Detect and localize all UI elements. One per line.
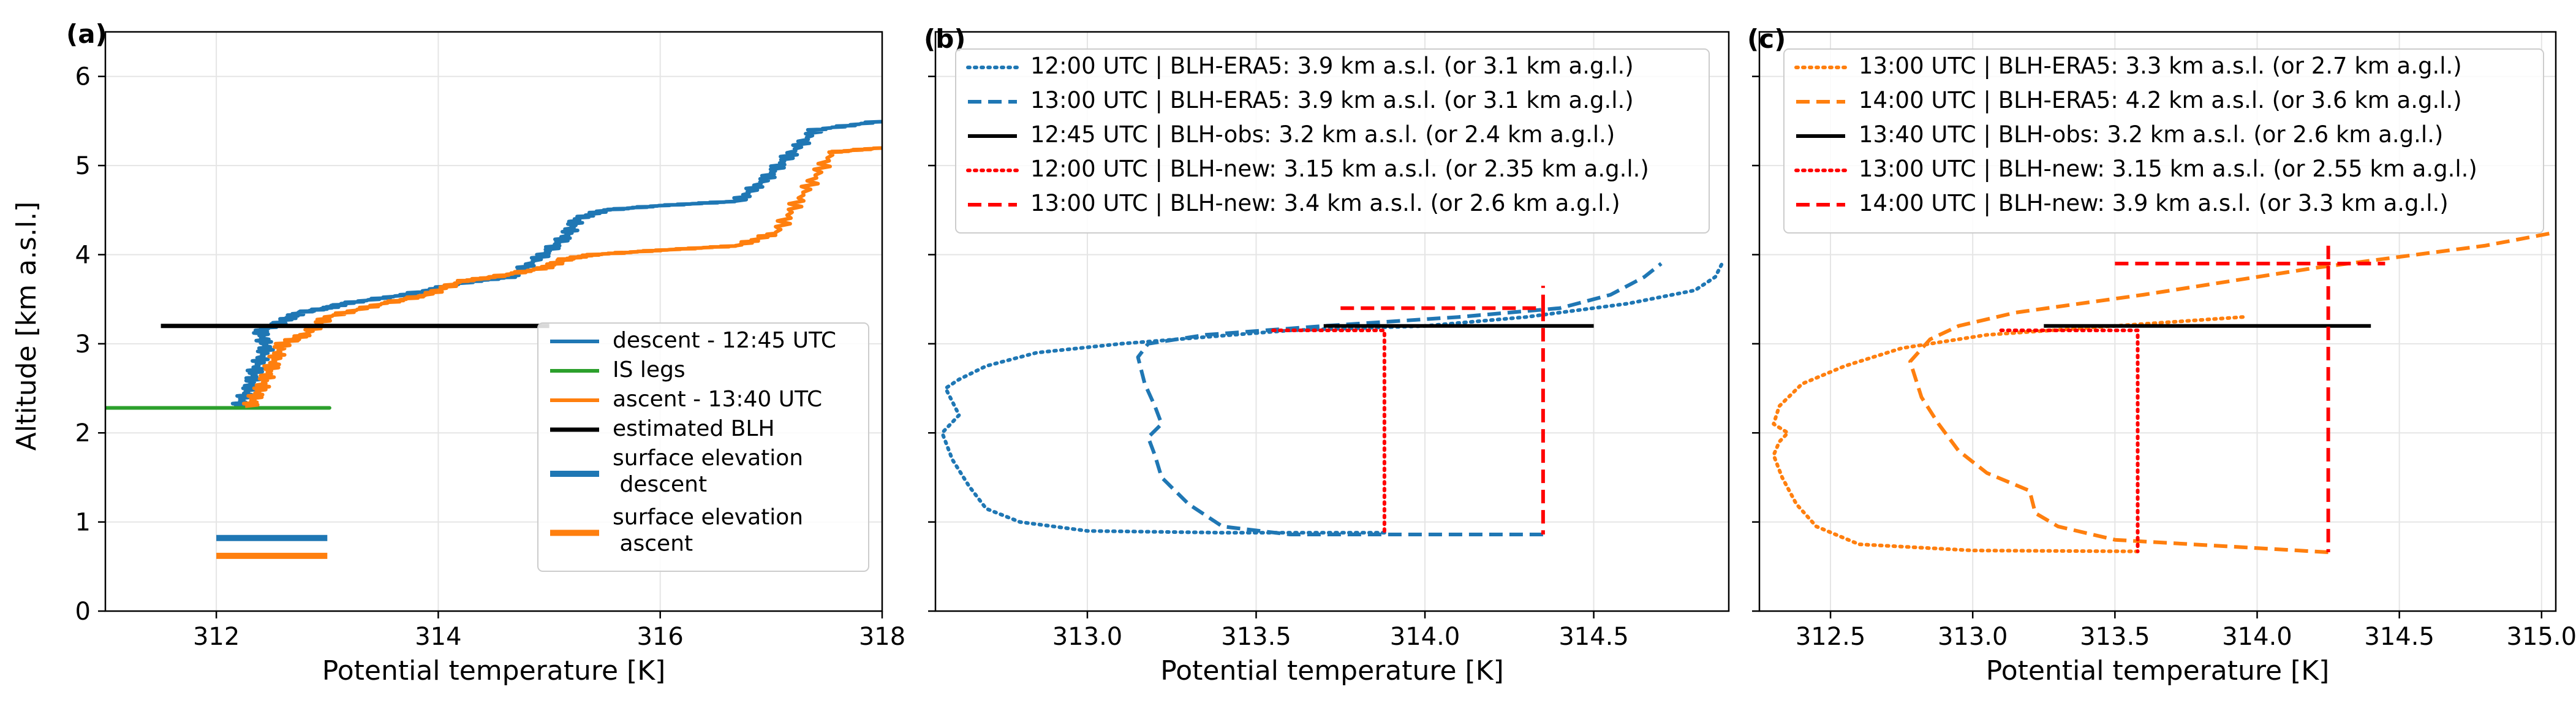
series-line-4	[1271, 329, 1386, 535]
legend: 13:00 UTC | BLH-ERA5: 3.3 km a.s.l. (or …	[1783, 48, 2544, 234]
x-tick-label: 312	[193, 623, 240, 651]
panel-label: (a)	[66, 19, 107, 49]
legend-entry: 12:00 UTC | BLH-ERA5: 3.9 km a.s.l. (or …	[1030, 53, 1634, 79]
legend-entry: 13:00 UTC | BLH-new: 3.15 km a.s.l. (or …	[1859, 156, 2477, 182]
legend-entry: 14:00 UTC | BLH-new: 3.9 km a.s.l. (or 3…	[1859, 190, 2449, 216]
legend-entry: surface elevation descent	[613, 446, 803, 497]
series-line-1	[1772, 315, 2245, 553]
x-tick-label: 312.5	[1796, 623, 1866, 651]
legend-entry: surface elevation ascent	[613, 504, 803, 556]
x-axis-label: Potential temperature [K]	[1986, 655, 2329, 686]
series-line-2	[1136, 262, 1663, 536]
x-tick-label: 314.5	[2364, 623, 2434, 651]
series-group	[1772, 230, 2556, 554]
x-tick-label: 316	[637, 623, 684, 651]
legend-entry: 14:00 UTC | BLH-ERA5: 4.2 km a.s.l. (or …	[1859, 87, 2462, 113]
legend-entry: descent - 12:45 UTC	[613, 328, 836, 353]
legend-entry: ascent - 13:40 UTC	[613, 387, 822, 412]
x-tick-label: 313.0	[1052, 623, 1123, 651]
legend-entry: 12:45 UTC | BLH-obs: 3.2 km a.s.l. (or 2…	[1030, 121, 1615, 148]
plot-frame	[104, 31, 883, 612]
series-group	[105, 120, 882, 559]
legend-entry: IS legs	[613, 357, 686, 382]
series-line-1	[230, 120, 882, 408]
x-tick-label: 313.5	[1221, 623, 1291, 651]
legend-entry: 13:00 UTC | BLH-new: 3.4 km a.s.l. (or 2…	[1030, 190, 1620, 216]
plot-frame	[1758, 31, 2557, 612]
x-axis-label: Potential temperature [K]	[322, 655, 665, 686]
panel-3: 312.5 313.0 313.5 314.0 314.5 315.0 Potential …	[1747, 24, 2576, 686]
legend-box	[955, 48, 1710, 234]
series-line-2	[1908, 230, 2556, 554]
x-tick-label: 314.0	[1390, 623, 1460, 651]
x-axis-label: Potential temperature [K]	[1160, 655, 1503, 686]
series-line-4	[1999, 329, 2140, 553]
y-tick-label: 1	[75, 509, 91, 537]
y-tick-label: 2	[75, 419, 91, 447]
y-tick-label: 5	[75, 152, 91, 180]
x-tick-label: 313.5	[2080, 623, 2150, 651]
legend-entry: estimated BLH	[613, 416, 775, 441]
legend: descent - 12:45 UTC IS legs ascent - 13:40…	[537, 322, 869, 572]
panel-2: 313.0 313.5 314.0 314.5 Potential temperatur…	[924, 24, 1730, 686]
plot-frame	[934, 31, 1730, 612]
legend-box	[1783, 48, 2544, 234]
x-tick-label: 314	[415, 623, 461, 651]
y-tick-label: 6	[75, 63, 91, 91]
legend-entry: 13:00 UTC | BLH-ERA5: 3.9 km a.s.l. (or …	[1030, 87, 1634, 113]
series-line-1	[940, 262, 1724, 535]
series-group	[940, 262, 1724, 536]
x-tick-label: 314.5	[1558, 623, 1629, 651]
legend-box	[537, 322, 869, 572]
x-tick-label: 318	[859, 623, 905, 651]
y-tick-label: 4	[75, 241, 91, 269]
legend-entry: 12:00 UTC | BLH-new: 3.15 km a.s.l. (or …	[1030, 156, 1649, 182]
series-line-3	[241, 146, 882, 408]
y-axis-label-a: Altitude [km a.s.l.]	[11, 202, 42, 451]
panel-1: 312 314 316 318 0 1 2 3 4 5 6 Potential temperature…	[66, 19, 905, 686]
legend-entry: 13:40 UTC | BLH-obs: 3.2 km a.s.l. (or 2…	[1859, 121, 2443, 148]
legend-entry: 13:00 UTC | BLH-ERA5: 3.3 km a.s.l. (or …	[1859, 53, 2462, 79]
y-tick-label: 0	[75, 598, 91, 626]
legend: 12:00 UTC | BLH-ERA5: 3.9 km a.s.l. (or …	[955, 48, 1710, 234]
y-tick-label: 3	[75, 330, 91, 359]
x-tick-label: 313.0	[1938, 623, 2008, 651]
x-tick-label: 314.0	[2222, 623, 2292, 651]
panel-label: (c)	[1747, 24, 1786, 54]
x-tick-label: 315.0	[2507, 623, 2576, 651]
